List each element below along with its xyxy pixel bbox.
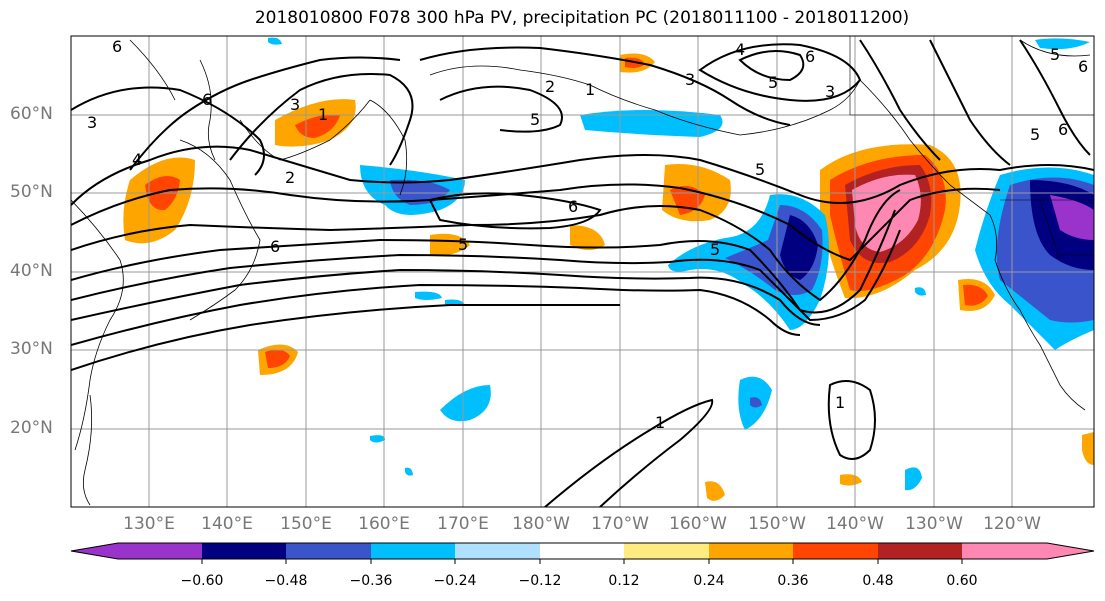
colorbar-segment [793,543,878,559]
pv-contours [71,39,1094,507]
shading-layer [123,37,1094,501]
contour-label: 3 [290,95,300,114]
colorbar-tick-label: −0.48 [264,573,308,589]
contour-label: 6 [1078,57,1088,76]
colorbar-tick-label: 0.24 [693,573,725,589]
contour-label: 3 [685,70,695,89]
contour-label: 6 [805,47,815,66]
lon-label: 150°W [748,514,806,534]
contour-label: 5 [768,73,778,92]
colorbar-segment [624,543,709,559]
negative-anomaly [780,215,818,280]
negative-anomaly [268,37,282,45]
positive-anomaly [705,481,725,501]
lon-label: 170°W [591,514,649,534]
colorbar-segment [962,543,1094,559]
lon-label: 180°W [512,514,570,534]
contour-label: 5 [1030,125,1040,144]
contour-label: 1 [318,105,328,124]
colorbar [70,542,1095,564]
lon-label: 120°W [983,514,1041,534]
colorbar-tick-label: 0.12 [608,573,640,589]
lon-label: 140°E [201,514,253,534]
contour-label: 5 [755,160,765,179]
plot-frame [70,35,1095,508]
colorbar-segment [709,543,793,559]
contour-label: 2 [285,168,295,187]
lat-label: 20°N [10,418,53,438]
contour-label: 5 [710,240,720,259]
negative-anomaly [750,397,762,408]
colorbar-tick-label: −0.12 [518,573,562,589]
colorbar-tick-label: 0.48 [862,573,894,589]
lat-label: 50°N [10,182,53,202]
negative-anomaly [440,385,491,422]
colorbar-segment [71,543,202,559]
colorbar-tick-label: −0.36 [349,573,393,589]
colorbar-segment [455,543,540,559]
positive-anomaly [1082,432,1094,465]
colorbar-tick-label: −0.60 [180,573,224,589]
lat-label: 30°N [10,339,53,359]
contour-label: 6 [568,197,578,216]
positive-anomaly [840,474,862,486]
colorbar-outline [70,542,1095,560]
contour-label: 6 [270,237,280,256]
negative-anomaly [580,110,723,137]
positive-anomaly [430,233,470,256]
negative-anomaly [905,467,922,491]
lon-label: 160°W [669,514,727,534]
negative-anomaly [1035,38,1090,50]
map-gridlines [71,36,1094,507]
contour-label: 6 [1058,120,1068,139]
colorbar-segment [202,543,286,559]
negative-anomaly [1050,195,1094,240]
lat-label: 60°N [10,104,53,124]
colorbar-tick-label: 0.36 [777,573,809,589]
negative-anomaly [405,467,413,476]
colorbar-segment [878,543,962,559]
contour-label: 6 [202,90,212,109]
contour-label: 4 [132,150,142,169]
negative-anomaly [915,287,926,296]
contour-label: 5 [1050,45,1060,64]
lon-label: 140°W [826,514,884,534]
negative-anomaly [415,291,442,300]
lon-label: 130°W [905,514,963,534]
positive-anomaly [265,349,290,368]
positive-anomaly [570,225,605,250]
contour-label: 6 [112,37,122,56]
contour-label: 5 [458,235,468,254]
contour-label: 2 [545,77,555,96]
political-borders [849,36,1094,261]
lat-label: 40°N [10,261,53,281]
positive-anomaly [963,284,988,306]
contour-label: 1 [585,80,595,99]
coastlines [71,39,1091,506]
negative-anomaly [370,435,385,443]
lon-label: 170°E [437,514,489,534]
contour-label: 3 [825,82,835,101]
colorbar-segment [286,543,371,559]
colorbar-tick-label: 0.60 [946,573,978,589]
lon-label: 160°E [358,514,410,534]
positive-anomaly [852,174,921,252]
lon-label: 130°E [123,514,175,534]
contour-label: 1 [835,393,845,412]
colorbar-segment [371,543,455,559]
colorbar-segment [540,543,624,559]
colorbar-tick-label: −0.24 [433,573,477,589]
contour-label: 3 [87,113,97,132]
map-title: 2018010800 F078 300 hPa PV, precipitatio… [254,8,910,28]
contour-label: 5 [530,110,540,129]
contour-label: 4 [735,40,745,59]
contour-label: 1 [655,413,665,432]
lon-label: 150°E [280,514,332,534]
contour-label-layer: 6 3 4 6 2 1 3 2 1 5 3 5 4 6 5 3 6 5 5 6 … [87,37,1088,432]
